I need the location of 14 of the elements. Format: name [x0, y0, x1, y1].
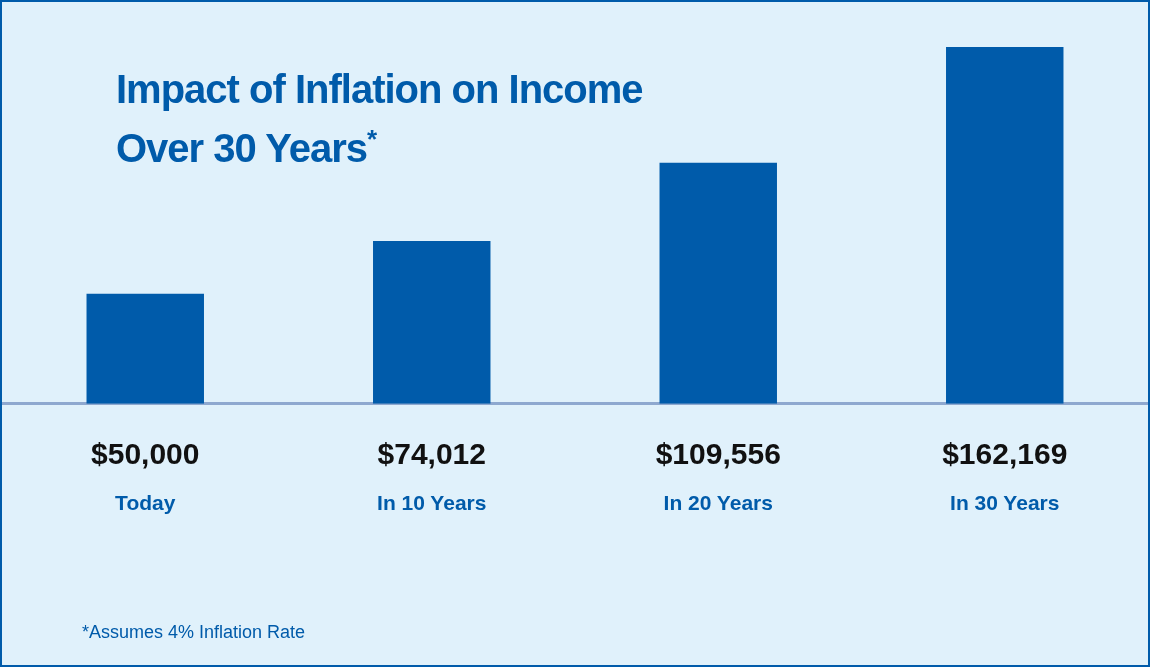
x-tick-label: In 30 Years: [950, 491, 1060, 515]
data-label: $162,169: [942, 437, 1068, 471]
x-tick-label: In 20 Years: [663, 491, 773, 515]
data-label: $50,000: [91, 437, 200, 471]
x-tick-label: Today: [115, 491, 176, 515]
bar: [946, 47, 1064, 404]
bar: [659, 162, 777, 404]
text: *Assumes 4% Inflation Rate: [82, 622, 306, 643]
data-label: $109,556: [655, 437, 781, 471]
text: Impact of Inflation on Income Over 30 Years$^{*}$: [116, 66, 643, 173]
data-label: $74,012: [377, 437, 486, 471]
bar: [373, 240, 491, 404]
bar: [86, 293, 204, 404]
x-tick-label: In 10 Years: [377, 491, 487, 515]
